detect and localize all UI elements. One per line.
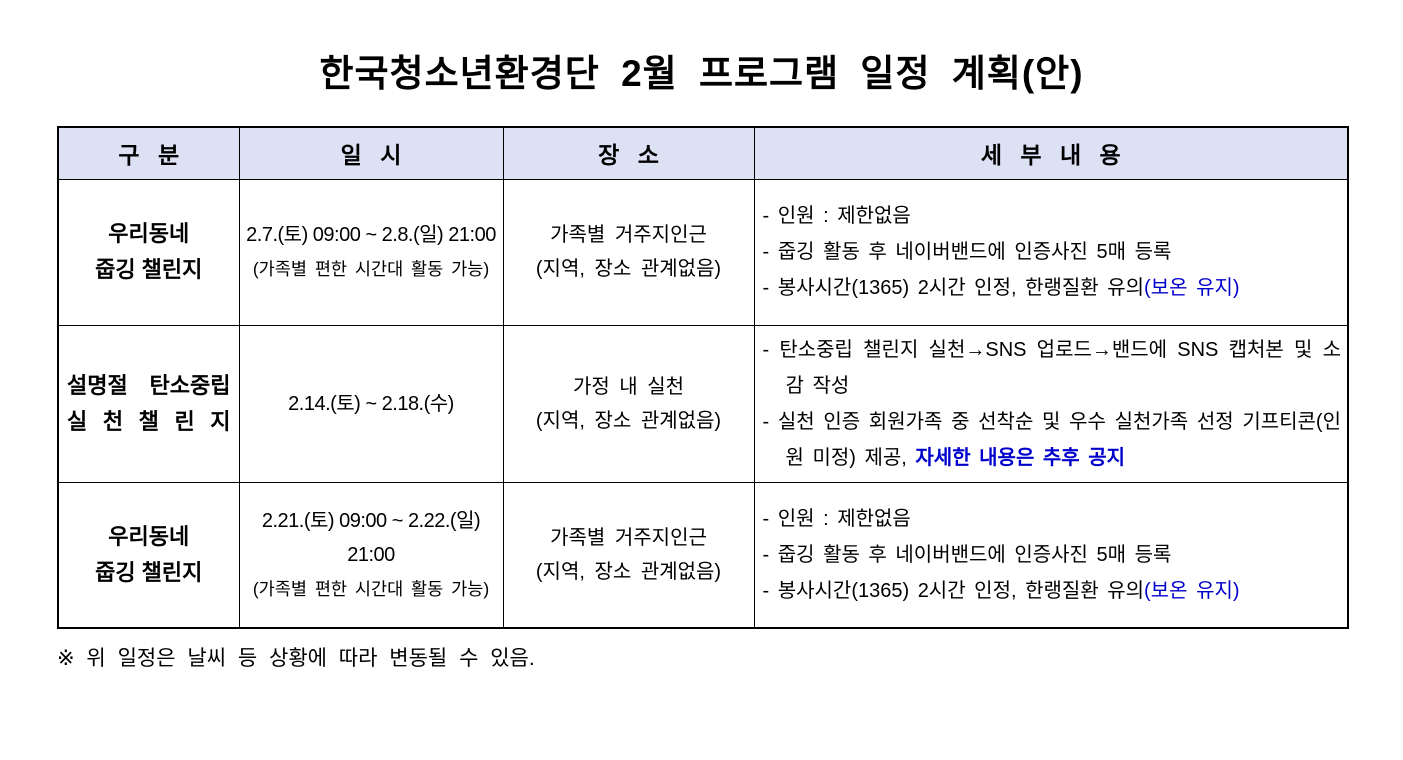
- detail-text: 인원 : 제한없음: [777, 507, 911, 530]
- detail-highlight: (보온 유지): [1144, 579, 1240, 602]
- location-line: (지역, 장소 관계없음): [535, 560, 722, 583]
- category-line: 우리동네: [108, 523, 190, 549]
- detail-bullet: - 줍깅 활동 후 네이버밴드에 인증사진 5매 등록: [762, 241, 1172, 263]
- category-line: 실 천 챌 린 지: [67, 408, 231, 434]
- location-line: (지역, 장소 관계없음): [535, 258, 722, 280]
- detail-text: 실천 인증 회원가족 중 선착순 및 우수 실천가족 선정 기프티콘(인원 미정…: [777, 410, 1341, 469]
- detail-bullet: - 인원 : 제한없음: [762, 507, 911, 530]
- category-line: 줍깅 챌린지: [95, 257, 203, 282]
- location-line: 가족별 거주지인근: [550, 526, 707, 549]
- detail-bullet: - 인원 : 제한없음: [762, 205, 911, 227]
- footnote: ※ 위 일정은 날씨 등 상황에 따라 변동될 수 있음.: [57, 647, 535, 670]
- category-line: 우리동네: [108, 221, 190, 246]
- detail-text: 인원 : 제한없음: [777, 205, 911, 227]
- datetime-sub: (가족별 편한 시간대 활동 가능): [252, 259, 490, 279]
- detail-highlight: (보온 유지): [1144, 277, 1240, 299]
- datetime-cell: 2.21.(토) 09:00 ~ 2.22.(일) 21:00 (가족별 편한 시…: [238, 481, 504, 629]
- location-line: 가정 내 실천: [572, 375, 685, 398]
- page-title: 한국청소년환경단 2월 프로그램 일정 계획(안): [319, 53, 1084, 94]
- location-line: (지역, 장소 관계없음): [535, 409, 722, 432]
- header-location: 장 소: [502, 126, 755, 180]
- datetime-main: 2.14.(토) ~ 2.18.(수): [288, 392, 454, 415]
- details-cell: - 탄소중립 챌린지 실천→SNS 업로드→밴드에 SNS 캡처본 및 소감 작…: [753, 324, 1349, 483]
- detail-bullet: - 실천 인증 회원가족 중 선착순 및 우수 실천가족 선정 기프티콘(인원 …: [762, 410, 1342, 469]
- detail-text: 탄소중립 챌린지 실천→SNS 업로드→밴드에 SNS 캡처본 및 소감 작성: [779, 338, 1341, 397]
- table-body: 우리동네 줍깅 챌린지 2.7.(토) 09:00 ~ 2.8.(일) 21:00(…: [57, 178, 1349, 629]
- detail-bullet: - 탄소중립 챌린지 실천→SNS 업로드→밴드에 SNS 캡처본 및 소감 작…: [762, 338, 1342, 397]
- detail-text: 봉사시간(1365) 2시간 인정, 한랭질환 유의: [777, 579, 1145, 602]
- detail-text: 줍깅 활동 후 네이버밴드에 인증사진 5매 등록: [777, 543, 1172, 566]
- location-cell: 가족별 거주지인근 (지역, 장소 관계없음): [502, 481, 755, 629]
- datetime-main: 2.21.(토) 09:00 ~ 2.22.(일) 21:00: [261, 509, 481, 566]
- category-line: 설명절 탄소중립: [67, 372, 231, 398]
- header-category: 구 분: [57, 126, 240, 180]
- details-cell: - 인원 : 제한없음 - 줍깅 활동 후 네이버밴드에 인증사진 5매 등록 - …: [753, 178, 1349, 326]
- datetime-main: 2.7.(토) 09:00 ~ 2.8.(일) 21:00: [246, 224, 496, 246]
- detail-text: 줍깅 활동 후 네이버밴드에 인증사진 5매 등록: [777, 241, 1172, 263]
- schedule-table: 구 분 일 시 장 소 세 부 내 용 우리동네 줍깅 챌린지 2.7.(토) 09…: [57, 126, 1349, 629]
- header-row: 구 분 일 시 장 소 세 부 내 용: [57, 126, 1349, 180]
- location-line: 가족별 거주지인근: [550, 224, 707, 246]
- detail-text: 봉사시간(1365) 2시간 인정, 한랭질환 유의: [777, 277, 1145, 299]
- location-cell: 가족별 거주지인근 (지역, 장소 관계없음): [502, 178, 755, 326]
- detail-bullet: - 봉사시간(1365) 2시간 인정, 한랭질환 유의(보온 유지): [762, 579, 1240, 602]
- category-line: 줍깅 챌린지: [95, 559, 203, 585]
- location-cell: 가정 내 실천 (지역, 장소 관계없음): [502, 324, 755, 483]
- datetime-cell: 2.7.(토) 09:00 ~ 2.8.(일) 21:00 (가족별 편한 시간대…: [238, 178, 504, 326]
- datetime-sub: (가족별 편한 시간대 활동 가능): [252, 578, 490, 599]
- details-cell: - 인원 : 제한없음 - 줍깅 활동 후 네이버밴드에 인증사진 5매 등록 - …: [753, 481, 1349, 629]
- detail-bullet: - 줍깅 활동 후 네이버밴드에 인증사진 5매 등록: [762, 543, 1172, 566]
- datetime-cell: 2.14.(토) ~ 2.18.(수): [238, 324, 504, 483]
- detail-bullet: - 봉사시간(1365) 2시간 인정, 한랭질환 유의(보온 유지): [762, 277, 1240, 299]
- header-details: 세 부 내 용: [753, 126, 1349, 180]
- table-row: 우리동네 줍깅 챌린지 2.21.(토) 09:00 ~ 2.22.(일) 21:0…: [57, 481, 1349, 629]
- document-page: 한국청소년환경단 2월 프로그램 일정 계획(안) 구 분 일 시 장 소 세 …: [0, 52, 1403, 760]
- detail-highlight: 자세한 내용은 추후 공지: [915, 446, 1126, 469]
- header-datetime: 일 시: [238, 126, 504, 180]
